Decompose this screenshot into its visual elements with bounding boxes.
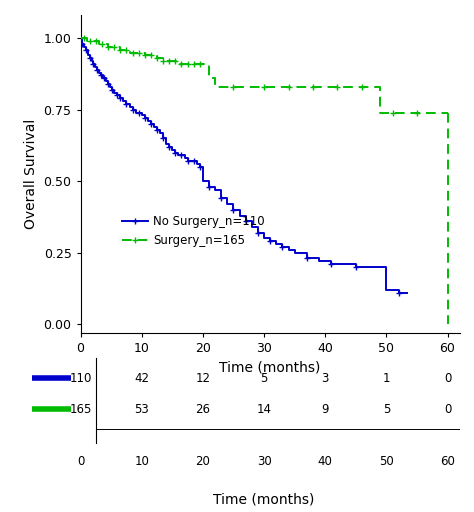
- Text: 53: 53: [134, 402, 149, 416]
- Text: 26: 26: [195, 402, 210, 416]
- Legend: No Surgery_n=110, Surgery_n=165: No Surgery_n=110, Surgery_n=165: [117, 210, 270, 252]
- Text: 60: 60: [440, 455, 455, 468]
- Text: 14: 14: [256, 402, 272, 416]
- Text: 5: 5: [383, 402, 390, 416]
- Text: 50: 50: [379, 455, 394, 468]
- Text: 5: 5: [260, 372, 268, 385]
- Text: 9: 9: [321, 402, 329, 416]
- Text: 0: 0: [444, 402, 451, 416]
- Text: 40: 40: [318, 455, 333, 468]
- Text: 0: 0: [77, 455, 84, 468]
- Text: 0: 0: [444, 372, 451, 385]
- Text: 30: 30: [257, 455, 272, 468]
- Text: 3: 3: [321, 372, 329, 385]
- Text: Time (months): Time (months): [213, 493, 315, 507]
- Text: 165: 165: [69, 402, 92, 416]
- Text: 20: 20: [195, 455, 210, 468]
- Text: 10: 10: [134, 455, 149, 468]
- Text: 12: 12: [195, 372, 210, 385]
- X-axis label: Time (months): Time (months): [219, 360, 321, 374]
- Text: 110: 110: [69, 372, 92, 385]
- Y-axis label: Overall Survival: Overall Survival: [24, 119, 38, 229]
- Text: 42: 42: [134, 372, 149, 385]
- Text: 1: 1: [383, 372, 390, 385]
